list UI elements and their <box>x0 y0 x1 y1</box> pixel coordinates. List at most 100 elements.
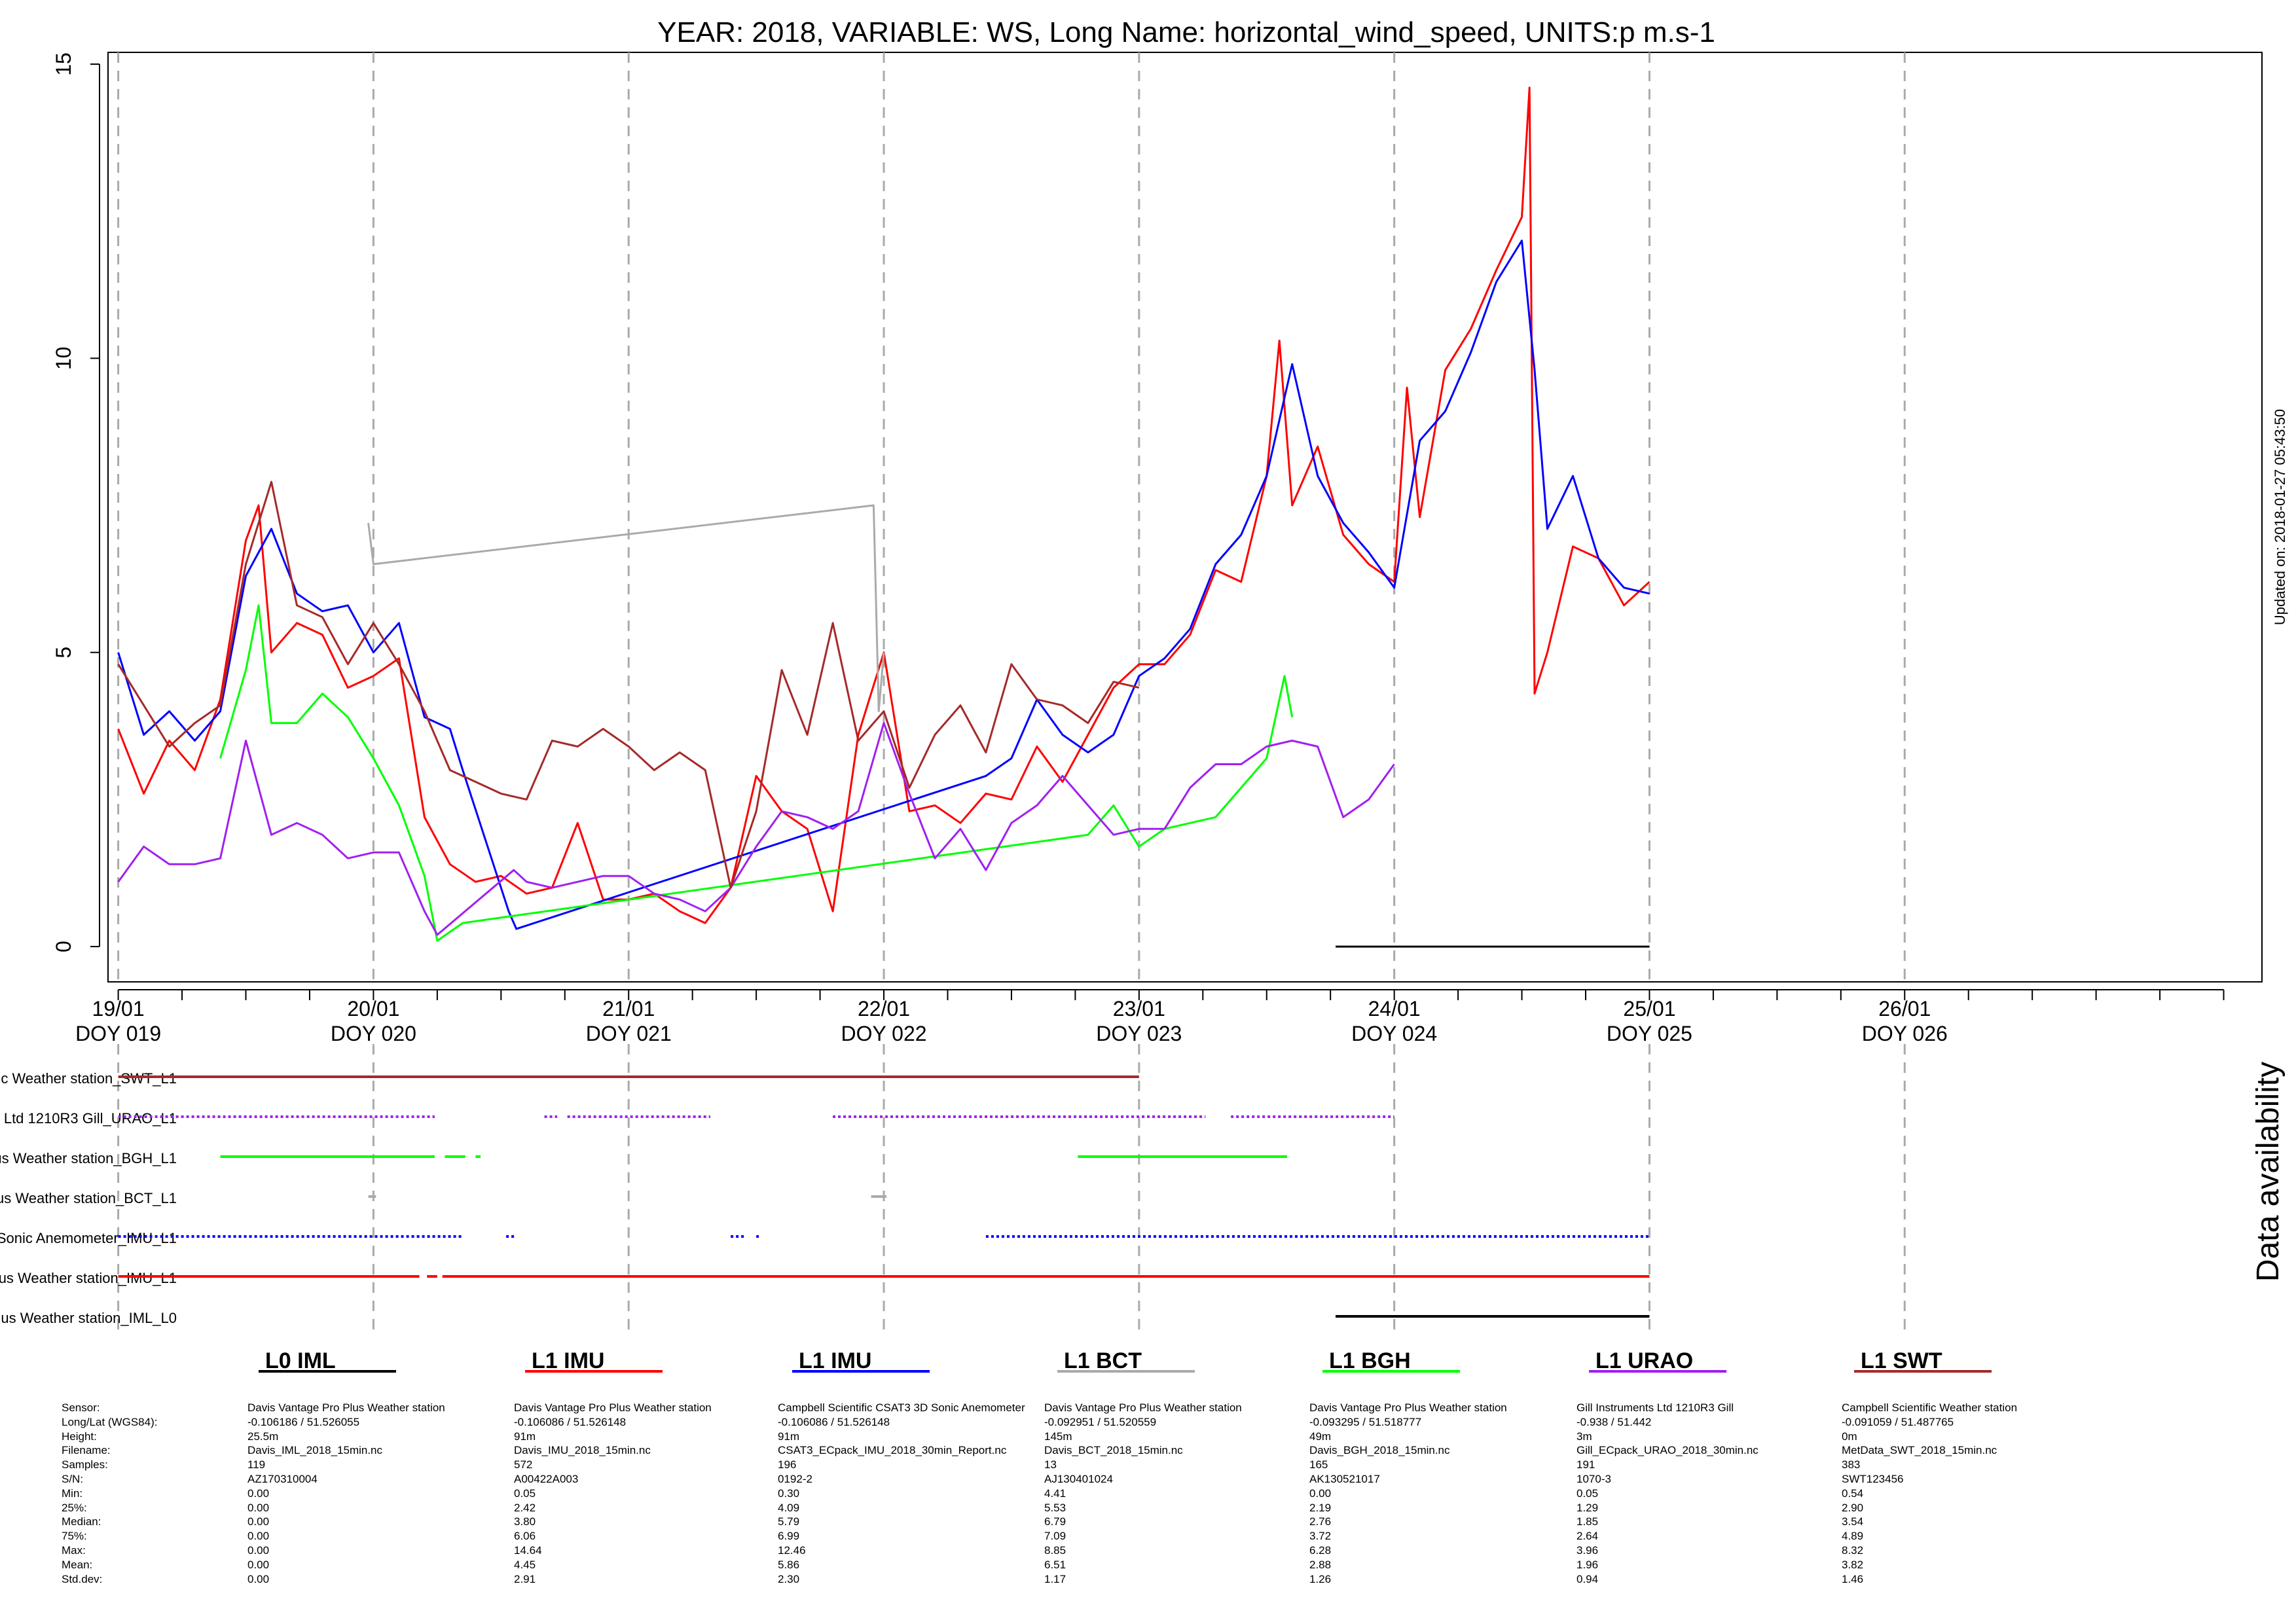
legend-label: L1 BCT <box>1064 1348 1142 1373</box>
metadata-value: 0.00 <box>247 1558 270 1571</box>
metadata-label: S/N: <box>62 1472 84 1485</box>
metadata-value: 2.19 <box>1309 1501 1332 1514</box>
metadata-value: SWT123456 <box>1842 1472 1904 1485</box>
metadata-value: Davis Vantage Pro Plus Weather station <box>514 1401 712 1414</box>
metadata-value: 91m <box>778 1430 800 1443</box>
metadata-value: 572 <box>514 1458 533 1471</box>
availability-row-label: Gill Instruments Ltd 1210R3 Gill_URAO_L1 <box>0 1110 177 1127</box>
metadata-value: 196 <box>778 1458 797 1471</box>
metadata-value: Campbell Scientific Weather station <box>1842 1401 2018 1414</box>
metadata-value: 13 <box>1044 1458 1057 1471</box>
metadata-column: Davis Vantage Pro Plus Weather station -0… <box>247 1401 445 1586</box>
availability-row-label: Campbell Scientific CSAT3 3D Sonic Anemo… <box>0 1230 177 1246</box>
metadata-value: 0.94 <box>1576 1572 1599 1585</box>
availability-row-label: Davis Vantage Pro Plus Weather station_I… <box>0 1270 177 1286</box>
metadata-column: Davis Vantage Pro Plus Weather station -0… <box>1309 1401 1507 1586</box>
series-line-l1-urao <box>117 722 1395 936</box>
x-tick-date-label: 24/01 <box>1368 997 1421 1020</box>
metadata-value: 3.96 <box>1576 1543 1599 1557</box>
metadata-value: -0.091059 / 51.487765 <box>1842 1415 1954 1428</box>
metadata-value: 0192-2 <box>778 1472 812 1485</box>
metadata-value: Davis_IMU_2018_15min.nc <box>514 1444 651 1457</box>
metadata-value: 3.72 <box>1309 1530 1332 1543</box>
metadata-value: Davis_BCT_2018_15min.nc <box>1044 1444 1183 1457</box>
metadata-value: 8.32 <box>1842 1543 1864 1557</box>
metadata-column: Gill Instruments Ltd 1210R3 Gill -0.938 /… <box>1576 1401 1758 1586</box>
metadata-value: Gill Instruments Ltd 1210R3 Gill <box>1576 1401 1734 1414</box>
metadata-value: 5.53 <box>1044 1501 1066 1514</box>
x-tick-date-label: 19/01 <box>92 997 145 1020</box>
metadata-value: CSAT3_ECpack_IMU_2018_30min_Report.nc <box>778 1444 1007 1457</box>
plot-frame <box>107 52 2263 983</box>
series-lines <box>117 86 1650 948</box>
y-tick-label: 0 <box>52 941 75 952</box>
metadata-value: 4.41 <box>1044 1487 1066 1500</box>
metadata-value: 6.99 <box>778 1530 800 1543</box>
metadata-value: -0.106086 / 51.526148 <box>778 1415 890 1428</box>
metadata-value: 0.00 <box>1309 1487 1332 1500</box>
x-tick-date-label: 21/01 <box>602 997 655 1020</box>
metadata-value: A00422A003 <box>514 1472 579 1485</box>
metadata-value: 25.5m <box>247 1430 279 1443</box>
metadata-label: Filename: <box>62 1444 111 1457</box>
series-line-l1-bgh <box>219 604 1294 942</box>
metadata-value: Davis Vantage Pro Plus Weather station <box>247 1401 445 1414</box>
metadata-label: Std.dev: <box>62 1572 103 1585</box>
data-availability-title: Data availability <box>2251 1062 2286 1282</box>
metadata-label: Max: <box>62 1543 86 1557</box>
metadata-value: AK130521017 <box>1309 1472 1380 1485</box>
series-line-l1-imu <box>117 86 1650 924</box>
x-tick-doy-label: DOY 020 <box>331 1022 416 1045</box>
metadata-label: Min: <box>62 1487 83 1500</box>
metadata-row-labels: Sensor: Long/Lat (WGS84): Height: Filename:… <box>62 1401 157 1586</box>
metadata-value: 383 <box>1842 1458 1861 1471</box>
metadata-value: 8.85 <box>1044 1543 1066 1557</box>
metadata-label: Median: <box>62 1515 101 1528</box>
metadata-value: 6.51 <box>1044 1558 1066 1571</box>
metadata-value: -0.106086 / 51.526148 <box>514 1415 627 1428</box>
metadata-value: 5.79 <box>778 1515 800 1528</box>
x-tick-doy-label: DOY 025 <box>1607 1022 1692 1045</box>
series-line-l1-bct <box>367 504 885 713</box>
x-tick-doy-label: DOY 022 <box>841 1022 927 1045</box>
metadata-label: Long/Lat (WGS84): <box>62 1415 158 1428</box>
metadata-value: 1.96 <box>1576 1558 1599 1571</box>
metadata-value: 1.85 <box>1576 1515 1599 1528</box>
metadata-value: 3.80 <box>514 1515 536 1528</box>
metadata-value: 91m <box>514 1430 536 1443</box>
metadata-value: Gill_ECpack_URAO_2018_30min.nc <box>1576 1444 1758 1457</box>
metadata-value: -0.938 / 51.442 <box>1576 1415 1652 1428</box>
metadata-value: -0.106186 / 51.526055 <box>247 1415 360 1428</box>
metadata-value: 2.90 <box>1842 1501 1864 1514</box>
metadata-value: 1.29 <box>1576 1501 1599 1514</box>
metadata-column: Davis Vantage Pro Plus Weather station -0… <box>1044 1401 1242 1586</box>
series-line-l1-imu <box>117 240 1650 930</box>
x-tick-date-label: 23/01 <box>1113 997 1165 1020</box>
metadata-value: 5.86 <box>778 1558 800 1571</box>
metadata-value: 14.64 <box>514 1543 542 1557</box>
metadata-value: 2.64 <box>1576 1530 1599 1543</box>
y-axis: 0 5 10 15 <box>52 52 100 952</box>
metadata-value: 49m <box>1309 1430 1332 1443</box>
legend-label: L1 SWT <box>1861 1348 1942 1373</box>
metadata-value: 0.00 <box>247 1515 270 1528</box>
metadata-value: 0.00 <box>247 1501 270 1514</box>
metadata-value: Davis Vantage Pro Plus Weather station <box>1044 1401 1242 1414</box>
metadata-label: 25%: <box>62 1501 87 1514</box>
x-tick-date-label: 25/01 <box>1623 997 1675 1020</box>
metadata-value: 145m <box>1044 1430 1072 1443</box>
availability-row-label: Davis Vantage Pro Plus Weather station_B… <box>0 1190 177 1206</box>
updated-on-label: Updated on: 2018-01-27 05:43:50 <box>2272 409 2288 625</box>
metadata-value: 3.54 <box>1842 1515 1864 1528</box>
legend-label: L1 URAO <box>1595 1348 1693 1373</box>
metadata-value: 4.89 <box>1842 1530 1864 1543</box>
metadata-value: 4.45 <box>514 1558 536 1571</box>
metadata-value: 0.05 <box>1576 1487 1599 1500</box>
metadata-value: Davis_IML_2018_15min.nc <box>247 1444 383 1457</box>
metadata-value: 12.46 <box>778 1543 806 1557</box>
day-gridlines <box>117 52 1906 1335</box>
metadata-value: 0.00 <box>247 1543 270 1557</box>
metadata-column: Campbell Scientific Weather station -0.09… <box>1842 1401 2017 1586</box>
